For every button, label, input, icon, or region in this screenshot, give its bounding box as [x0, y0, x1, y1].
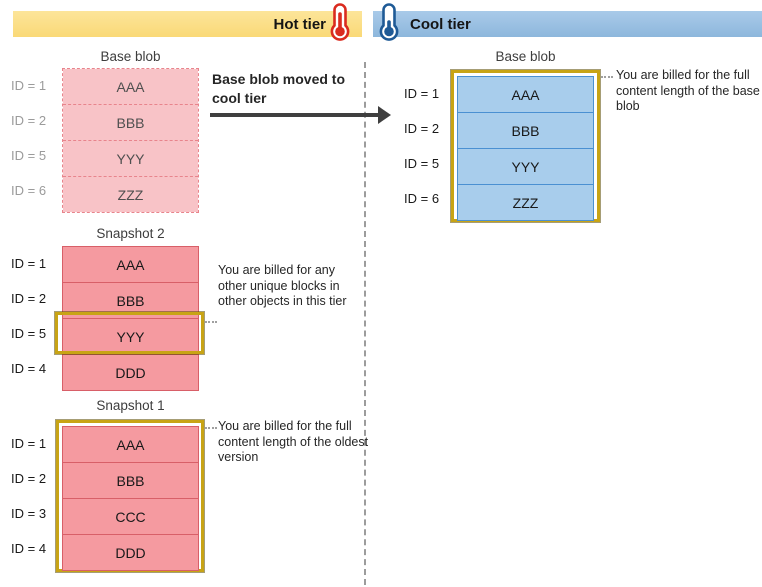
- block-row: BBB: [63, 462, 198, 498]
- dotted-connector: [205, 427, 217, 429]
- arrow-caption: Base blob moved to cool tier: [212, 71, 346, 106]
- snapshot-1-stack: AAA BBB CCC DDD: [62, 426, 199, 571]
- cool-base-id-1: ID = 1: [404, 86, 440, 101]
- hot-base-blob-title: Base blob: [100, 49, 161, 64]
- hot-tier-label: Hot tier: [273, 15, 327, 33]
- cool-base-id-4: ID = 6: [404, 191, 440, 206]
- cool-base-annotation: You are billed for the full content leng…: [616, 68, 760, 113]
- hot-base-blob-stack: AAA BBB YYY ZZZ: [62, 68, 199, 213]
- cool-tier-bar: Cool tier: [373, 11, 762, 37]
- cool-base-id-3: ID = 5: [404, 156, 440, 171]
- block-row: ZZZ: [63, 176, 198, 212]
- snapshot-2-id-1: ID = 1: [11, 256, 47, 271]
- snapshot-2-id-3: ID = 5: [11, 326, 47, 341]
- dotted-connector: [205, 321, 217, 323]
- hot-base-id-3: ID = 5: [11, 148, 47, 163]
- snapshot-2-title: Snapshot 2: [96, 226, 165, 241]
- thermometer-hot-icon: [328, 3, 352, 41]
- thermometer-cool-icon: [377, 3, 401, 41]
- block-row: DDD: [63, 534, 198, 570]
- snapshot-1-id-3: ID = 3: [11, 506, 47, 521]
- hot-base-id-2: ID = 2: [11, 113, 47, 128]
- billed-block-highlight-frame: [55, 312, 204, 354]
- arrow-line: [210, 113, 378, 117]
- snapshot-2-id-2: ID = 2: [11, 291, 47, 306]
- tier-divider-line: [364, 62, 366, 585]
- arrow-head-icon: [378, 106, 391, 124]
- block-row: YYY: [63, 318, 198, 354]
- block-row: AAA: [63, 247, 198, 282]
- snapshot-1-annotation: You are billed for the full content leng…: [218, 419, 369, 464]
- snapshot-1-title: Snapshot 1: [96, 398, 165, 413]
- block-row: CCC: [63, 498, 198, 534]
- block-row: ZZZ: [458, 184, 593, 220]
- block-row: AAA: [63, 427, 198, 462]
- snapshot-1-id-2: ID = 2: [11, 471, 47, 486]
- block-row: YYY: [458, 148, 593, 184]
- hot-base-id-1: ID = 1: [11, 78, 47, 93]
- cool-base-id-2: ID = 2: [404, 121, 440, 136]
- hot-base-id-4: ID = 6: [11, 183, 47, 198]
- block-row: BBB: [63, 104, 198, 140]
- snapshot-2-id-4: ID = 4: [11, 361, 47, 376]
- block-row: DDD: [63, 354, 198, 390]
- snapshot-1-id-1: ID = 1: [11, 436, 47, 451]
- snapshot-1-id-4: ID = 4: [11, 541, 47, 556]
- snapshot-2-stack: AAA BBB YYY DDD: [62, 246, 199, 391]
- block-row: BBB: [458, 112, 593, 148]
- cool-base-blob-title: Base blob: [495, 49, 556, 64]
- block-row: AAA: [458, 77, 593, 112]
- block-row: YYY: [63, 140, 198, 176]
- cool-base-blob-stack: AAA BBB YYY ZZZ: [457, 76, 594, 221]
- cool-tier-label: Cool tier: [410, 15, 471, 33]
- dotted-connector: [601, 76, 613, 78]
- hot-tier-bar: Hot tier: [13, 11, 362, 37]
- snapshot-2-annotation: You are billed for any other unique bloc…: [218, 263, 347, 308]
- block-row: AAA: [63, 69, 198, 104]
